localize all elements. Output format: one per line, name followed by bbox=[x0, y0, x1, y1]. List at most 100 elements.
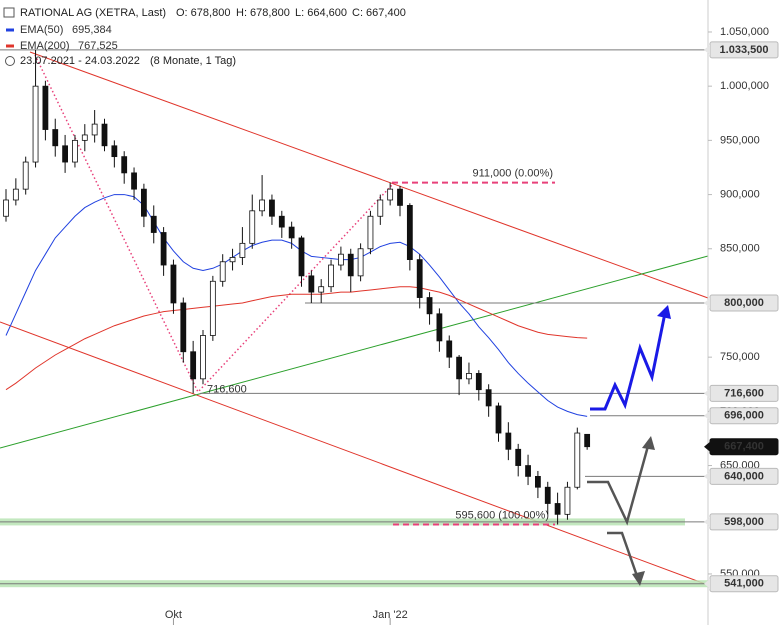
candle-body bbox=[544, 486, 551, 504]
price-box-label: 541,000 bbox=[724, 578, 764, 590]
candle-body bbox=[298, 237, 305, 277]
candle-body bbox=[397, 188, 403, 206]
price-box-label: 598,000 bbox=[724, 516, 764, 528]
candle-body bbox=[219, 261, 226, 282]
candle-body bbox=[259, 199, 266, 212]
price-box-label: 800,000 bbox=[724, 297, 764, 309]
legend-value: 767,525 bbox=[78, 40, 118, 52]
x-tick-label: Jan '22 bbox=[373, 609, 408, 621]
candle-body bbox=[62, 145, 68, 163]
plot bbox=[3, 49, 591, 525]
price-box-pointer bbox=[704, 516, 710, 527]
candle-body bbox=[140, 188, 147, 217]
candle-body bbox=[337, 253, 344, 266]
trend-line bbox=[0, 321, 709, 586]
date-range: 23.07.2021 - 24.03.2022 bbox=[20, 55, 140, 67]
low-label: 716,600 bbox=[207, 383, 247, 395]
price-box-label: 716,600 bbox=[724, 387, 764, 399]
candle-body bbox=[416, 259, 423, 298]
candle-body bbox=[535, 475, 541, 488]
candle-body bbox=[367, 215, 374, 250]
ema-line bbox=[5, 286, 588, 391]
candle-body bbox=[584, 433, 591, 448]
legend-name: EMA(50) bbox=[20, 24, 63, 36]
y-tick-label: 1.050,000 bbox=[720, 26, 769, 38]
price-box-label: 1.033,500 bbox=[720, 44, 769, 56]
price-box-pointer bbox=[704, 388, 710, 399]
price-box-label: 696,000 bbox=[724, 410, 764, 422]
price-box-pointer bbox=[704, 471, 710, 482]
candle-body bbox=[357, 248, 364, 277]
candle-body bbox=[525, 465, 531, 477]
price-box-pointer bbox=[704, 578, 710, 589]
candle-body bbox=[239, 242, 246, 258]
trend-line bbox=[29, 51, 709, 299]
candle-body bbox=[278, 215, 285, 228]
y-tick-label: 900,000 bbox=[720, 188, 760, 200]
candle-body bbox=[387, 188, 394, 201]
candle-body bbox=[505, 432, 512, 450]
candle-body bbox=[190, 351, 197, 380]
forecast-arrow bbox=[607, 531, 639, 577]
trend-line bbox=[0, 255, 709, 449]
legend-value: 695,384 bbox=[72, 24, 112, 36]
period: (8 Monate, 1 Tag) bbox=[150, 55, 236, 67]
candle-body bbox=[456, 356, 463, 380]
candle-body bbox=[229, 257, 236, 263]
candle-body bbox=[209, 280, 216, 336]
y-axis: 550,000600,000650,000700,000750,000800,0… bbox=[165, 26, 779, 625]
price-box-pointer bbox=[704, 44, 710, 55]
candle-body bbox=[406, 205, 413, 261]
candle-body bbox=[121, 156, 128, 174]
candle-body bbox=[150, 215, 157, 233]
price-box-label: 667,400 bbox=[724, 441, 764, 453]
candle-body bbox=[495, 405, 502, 434]
candle-body bbox=[377, 199, 384, 217]
levels: 911,000 (0.00%) 595,600 (100.00%) 716,600 bbox=[0, 49, 708, 588]
y-tick-label: 950,000 bbox=[720, 134, 760, 146]
candle-body bbox=[554, 503, 561, 515]
candle-body bbox=[249, 210, 256, 244]
forecast-arrow bbox=[587, 445, 650, 526]
candle-body bbox=[475, 373, 482, 391]
candle-body bbox=[160, 232, 167, 266]
arrow-head bbox=[657, 305, 671, 319]
candle-body bbox=[101, 123, 108, 147]
candle-body bbox=[446, 340, 453, 358]
candle-body bbox=[91, 123, 98, 136]
ohlc: H: 678,800 bbox=[236, 7, 290, 19]
candle-body bbox=[32, 85, 39, 163]
candle-body bbox=[347, 253, 354, 277]
y-tick-label: 850,000 bbox=[720, 243, 760, 255]
y-tick-label: 1.000,000 bbox=[720, 80, 769, 92]
candle-body bbox=[42, 85, 49, 130]
candle-body bbox=[574, 432, 581, 488]
candle-body bbox=[564, 486, 571, 515]
candle-body bbox=[269, 199, 275, 217]
forecast-arrow bbox=[590, 312, 667, 411]
candle-body bbox=[485, 389, 492, 407]
candle-body bbox=[426, 297, 433, 315]
icon bbox=[5, 56, 15, 66]
candle-body bbox=[466, 373, 472, 380]
header: RATIONAL AG (XETRA, Last) O: 678,800 H: … bbox=[3, 7, 406, 67]
fib-label: 595,600 (100.00%) bbox=[455, 509, 549, 521]
chart-title: RATIONAL AG (XETRA, Last) bbox=[20, 7, 166, 19]
arrow-head bbox=[632, 571, 645, 586]
ema-line bbox=[5, 194, 588, 417]
candle-body bbox=[436, 313, 443, 342]
candle-body bbox=[12, 188, 19, 201]
x-tick-label: Okt bbox=[165, 609, 182, 621]
price-box-pointer bbox=[704, 297, 710, 308]
legend-name: EMA(200) bbox=[20, 40, 70, 52]
candle-body bbox=[288, 226, 295, 239]
candle-body bbox=[170, 264, 177, 304]
price-box-label: 640,000 bbox=[724, 470, 764, 482]
candle-body bbox=[318, 286, 325, 293]
candle-body bbox=[3, 199, 9, 217]
ohlc: O: 678,800 bbox=[176, 7, 230, 19]
price-box-pointer bbox=[704, 441, 710, 452]
candle-body bbox=[515, 448, 522, 466]
arrow-head bbox=[642, 436, 655, 450]
